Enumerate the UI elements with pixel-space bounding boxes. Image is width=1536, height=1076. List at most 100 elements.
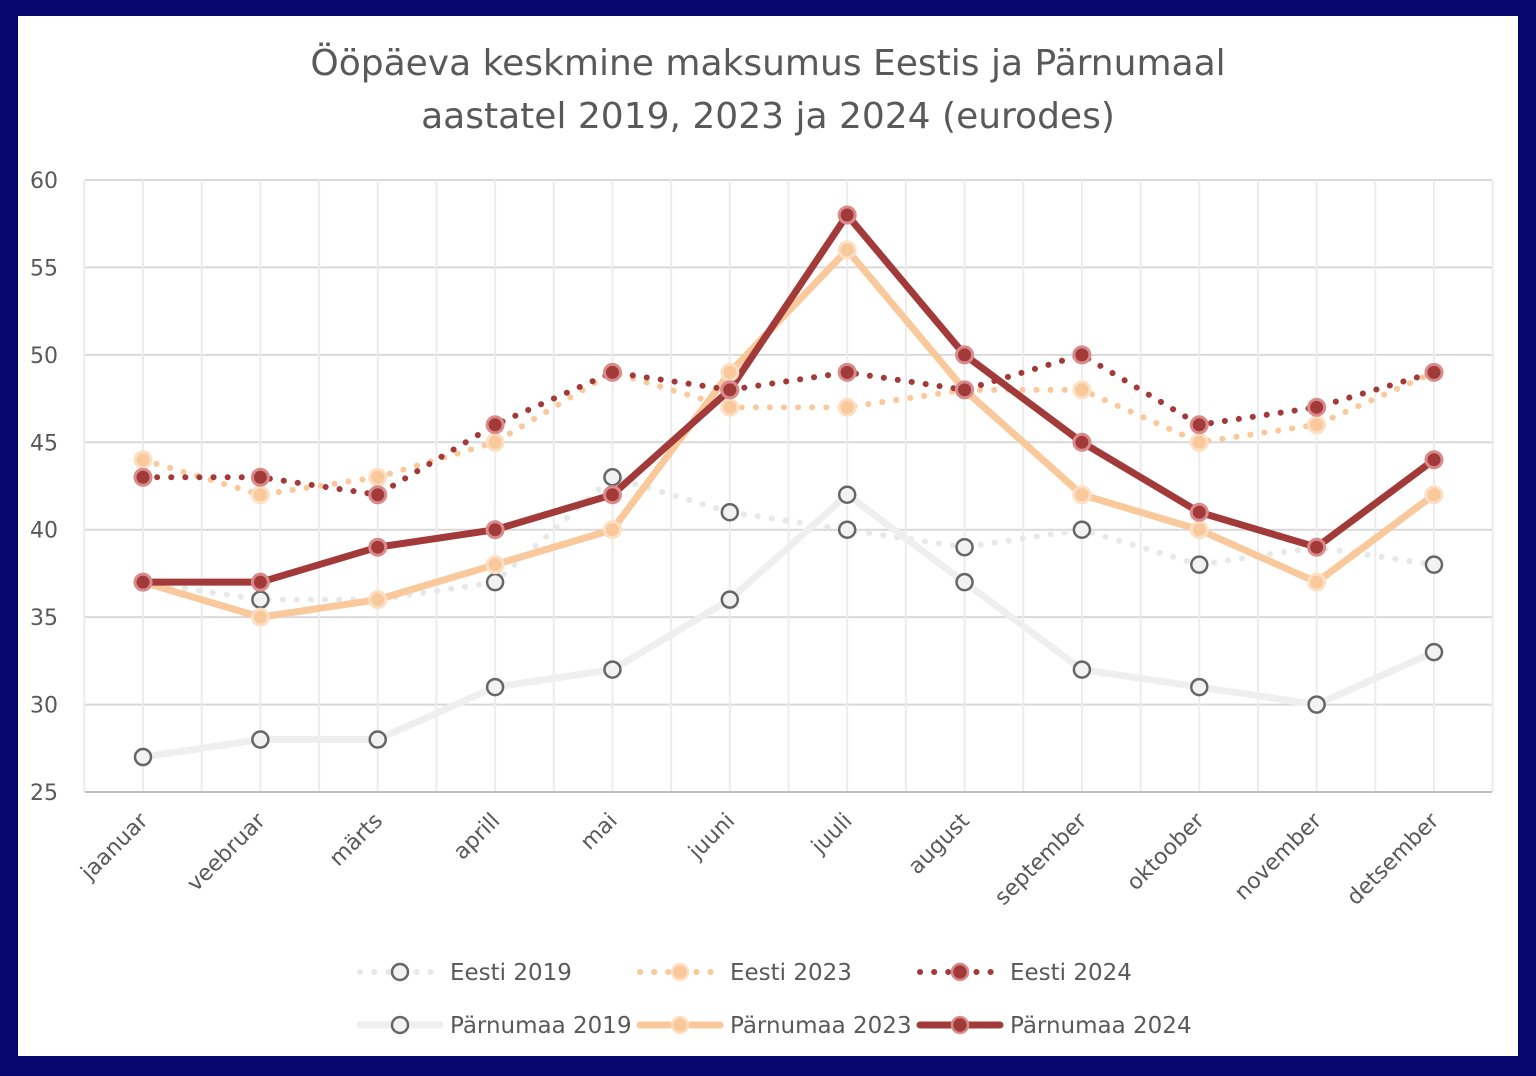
x-tick-label: jaanuar	[76, 808, 154, 886]
data-point	[837, 240, 857, 260]
data-point	[485, 555, 505, 575]
data-point	[602, 520, 622, 540]
data-point	[955, 572, 974, 592]
series-line	[139, 246, 1438, 621]
legend-marker	[670, 1015, 690, 1035]
data-point	[720, 502, 740, 522]
series-line	[139, 491, 1438, 761]
data-point	[133, 747, 153, 767]
legend-marker	[390, 1015, 410, 1035]
data-point	[1307, 537, 1327, 557]
data-point	[603, 468, 622, 487]
data-point	[955, 380, 975, 400]
data-point	[1189, 432, 1209, 452]
y-tick-label: 30	[30, 694, 58, 719]
y-tick-label: 40	[30, 519, 58, 544]
legend-marker	[950, 1015, 970, 1035]
data-point	[250, 467, 270, 487]
data-point	[1189, 415, 1209, 435]
data-point	[485, 677, 505, 697]
x-tick-label: mai	[576, 809, 623, 856]
data-point	[251, 590, 270, 609]
data-point	[368, 590, 388, 610]
data-point	[1424, 362, 1444, 382]
x-tick-label: oktoober	[1122, 808, 1210, 896]
legend-label: Pärnumaa 2023	[730, 1013, 912, 1039]
data-point	[485, 572, 505, 592]
data-point	[250, 572, 270, 592]
data-point	[1424, 485, 1444, 505]
y-tick-label: 60	[30, 169, 58, 194]
data-point	[1189, 520, 1209, 540]
data-point	[368, 537, 388, 557]
data-point	[133, 572, 153, 592]
x-tick-label: märts	[325, 809, 388, 872]
data-point	[1424, 450, 1444, 470]
data-point	[1072, 520, 1092, 539]
series-line	[139, 211, 1438, 586]
data-point	[133, 467, 153, 487]
data-point	[368, 467, 388, 487]
legend-marker	[670, 962, 690, 982]
data-point	[1424, 555, 1444, 574]
data-point	[720, 397, 740, 417]
x-tick-label: detsember	[1342, 808, 1445, 911]
x-tick-label: november	[1230, 808, 1328, 906]
data-point	[955, 345, 975, 365]
x-tick-label: august	[904, 808, 975, 879]
data-point	[837, 397, 857, 417]
legend-label: Pärnumaa 2024	[1010, 1013, 1192, 1039]
data-point	[1072, 485, 1092, 505]
data-point	[250, 485, 270, 505]
x-tick-label: september	[990, 808, 1093, 911]
y-tick-label: 35	[30, 606, 58, 631]
data-point	[485, 432, 505, 452]
data-point	[368, 485, 388, 505]
chart-title: Ööpäeva keskmine maksumus Eestis ja Pärn…	[310, 42, 1225, 84]
legend-label: Pärnumaa 2019	[450, 1013, 632, 1039]
data-point	[251, 730, 270, 749]
data-point	[1072, 380, 1092, 400]
legend-label: Eesti 2024	[1010, 960, 1132, 986]
data-point	[837, 520, 857, 539]
data-point	[602, 485, 622, 505]
y-tick-label: 45	[30, 431, 58, 456]
y-tick-label: 50	[30, 344, 58, 369]
data-point	[1190, 677, 1209, 697]
chart-subtitle: aastatel 2019, 2023 ja 2024 (eurodes)	[421, 96, 1115, 137]
data-point	[720, 380, 740, 400]
data-point	[602, 362, 622, 382]
data-point	[603, 660, 622, 679]
legend-label: Eesti 2023	[730, 960, 852, 986]
x-tick-label: juuli	[806, 809, 857, 860]
data-point	[837, 362, 857, 382]
data-point	[955, 537, 974, 557]
data-point	[485, 520, 505, 540]
data-point	[1072, 432, 1092, 452]
data-point	[1307, 572, 1327, 592]
y-tick-label: 25	[30, 781, 58, 806]
y-tick-label: 55	[30, 256, 58, 281]
data-point	[1189, 502, 1209, 522]
x-tick-label: aprill	[449, 809, 505, 865]
data-point	[133, 450, 153, 470]
data-point	[1072, 345, 1092, 365]
series-line	[140, 474, 1437, 603]
data-point	[720, 362, 740, 382]
data-point	[1072, 660, 1092, 679]
series-line	[140, 351, 1437, 498]
legend-marker	[950, 962, 970, 982]
data-point	[1424, 642, 1444, 662]
legend-label: Eesti 2019	[450, 960, 572, 986]
legend-marker	[390, 962, 410, 982]
data-point	[1307, 415, 1327, 435]
data-point	[837, 485, 857, 504]
data-point	[837, 205, 857, 225]
data-point	[250, 607, 270, 627]
data-point	[485, 415, 505, 435]
data-point	[368, 730, 387, 749]
data-point	[1307, 397, 1327, 417]
data-point	[1307, 695, 1326, 714]
x-tick-label: veebruar	[183, 808, 272, 897]
